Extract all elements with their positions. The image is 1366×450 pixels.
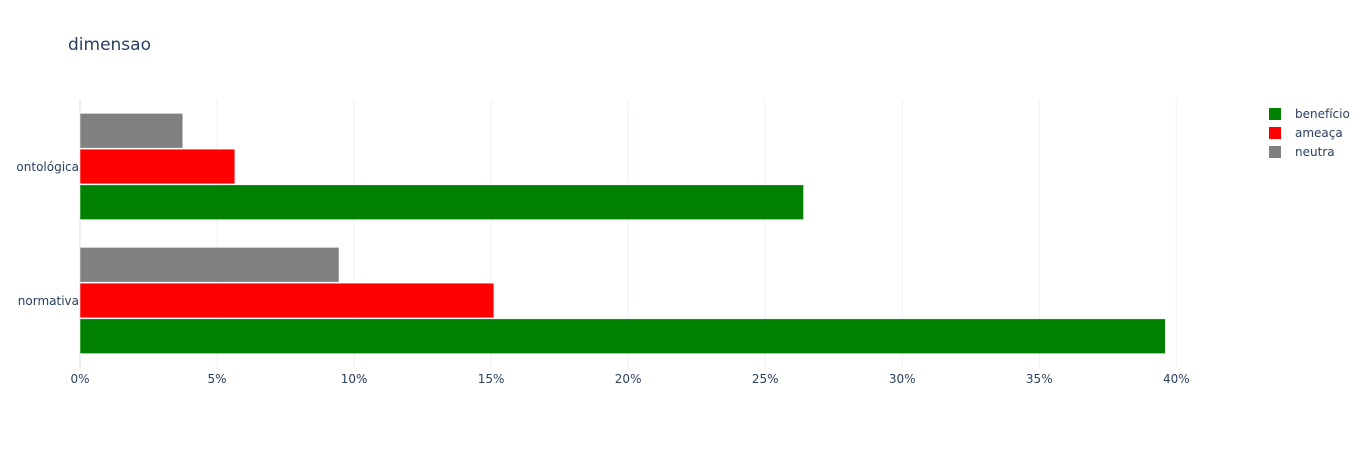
bar-ameaça-normativa[interactable]: ameaça: 15.1%: [79, 282, 495, 319]
legend-item-neutra[interactable]: neutra: [1269, 145, 1335, 159]
legend-label: benefício: [1295, 107, 1350, 121]
chart-title: dimensao: [68, 35, 151, 55]
legend-swatch: [1269, 108, 1281, 120]
x-tick-label: 40%: [1163, 372, 1190, 386]
legend-item-ameaça[interactable]: ameaça: [1269, 126, 1343, 140]
bar-neutra-ontológica[interactable]: neutra: 3.75%: [79, 113, 184, 149]
y-axis-ticks: ontológica normativa: [16, 160, 79, 308]
legend-label: ameaça: [1295, 126, 1343, 140]
bar-benefício-ontológica[interactable]: benefício: 26.4%: [79, 184, 804, 220]
y-tick-label: ontológica: [16, 160, 79, 174]
x-axis-ticks: 0% 5% 10% 15% 20% 25% 30% 35% 40%: [70, 372, 1189, 386]
legend-item-benefício[interactable]: benefício: [1269, 107, 1350, 121]
bar-ameaça-ontológica[interactable]: ameaça: 5.65%: [79, 148, 236, 185]
legend-swatch: [1269, 146, 1281, 158]
bars: benefício: 26.4%ameaça: 5.65%neutra: 3.7…: [79, 113, 1166, 354]
legend-swatch: [1269, 127, 1281, 139]
x-tick-label: 35%: [1026, 372, 1053, 386]
bar-benefício-normativa[interactable]: benefício: 39.6%: [79, 318, 1166, 354]
x-tick-label: 5%: [208, 372, 227, 386]
bar-neutra-normativa[interactable]: neutra: 9.45%: [79, 247, 340, 283]
x-tick-label: 10%: [341, 372, 368, 386]
x-tick-label: 30%: [889, 372, 916, 386]
x-tick-label: 15%: [478, 372, 505, 386]
legend: benefício ameaça neutra: [1269, 107, 1350, 159]
x-tick-label: 0%: [70, 372, 89, 386]
legend-label: neutra: [1295, 145, 1335, 159]
y-tick-label: normativa: [18, 294, 79, 308]
x-tick-label: 25%: [752, 372, 779, 386]
x-tick-label: 20%: [615, 372, 642, 386]
